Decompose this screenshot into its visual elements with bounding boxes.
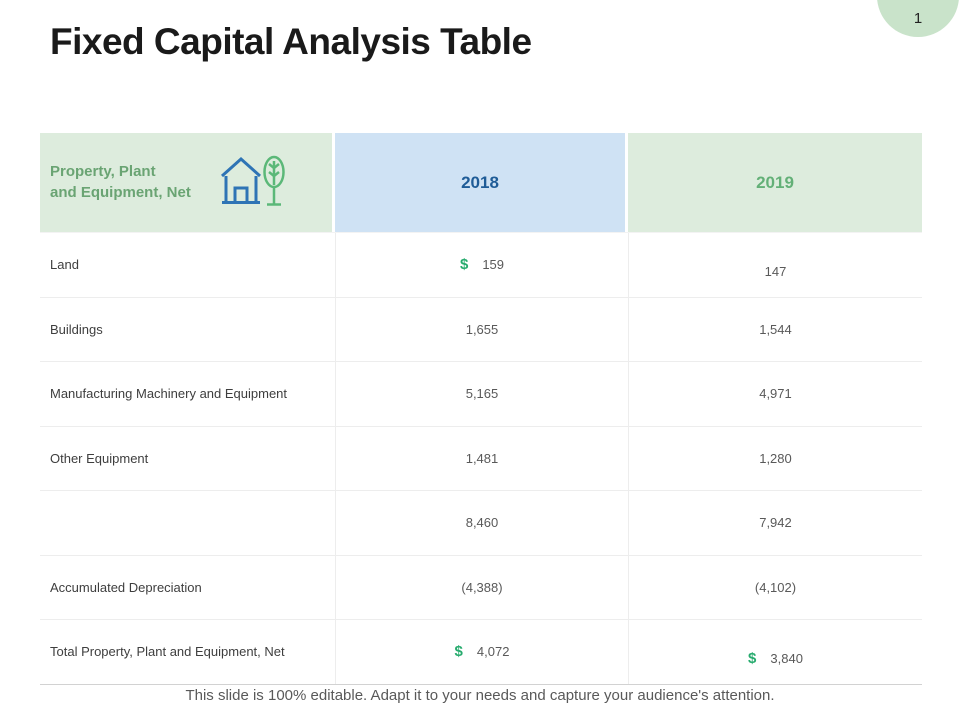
value-2018-cell: 5,165	[335, 362, 628, 426]
value-2019-cell: 4,971	[628, 362, 922, 426]
row-label: Land	[50, 257, 79, 273]
table-row: Land $ 159 147	[40, 233, 922, 298]
value-2018-cell: (4,388)	[335, 555, 628, 619]
table-header-row: Property, Plant and Equipment, Net	[40, 133, 922, 232]
table-body: Land $ 159 147 Buildings 1,655 1,544	[40, 232, 922, 685]
value-2018: 4,072	[476, 644, 510, 660]
value-2018: 1,655	[465, 321, 499, 337]
value-2019-cell: 7,942	[628, 491, 922, 555]
value-2019: 3,840	[770, 651, 803, 667]
value-2019-cell: (4,102)	[628, 555, 922, 619]
page-number: 1	[913, 10, 923, 27]
house-and-tree-icon	[220, 151, 286, 214]
value-2018: 8,460	[465, 515, 499, 531]
value-2018-cell: $ 159	[335, 233, 628, 297]
table-row: Manufacturing Machinery and Equipment 5,…	[40, 362, 922, 427]
value-2019-cell: 147	[628, 233, 922, 297]
table-header-2019: 2019	[628, 133, 922, 232]
table-row: Buildings 1,655 1,544	[40, 297, 922, 362]
currency-symbol: $	[459, 256, 469, 274]
currency-symbol: $	[748, 650, 757, 668]
value-2019-cell: 1,280	[628, 426, 922, 490]
table-row: Total Property, Plant and Equipment, Net…	[40, 620, 922, 685]
table-header-2018: 2018	[335, 133, 628, 232]
page-number-badge: 1	[877, 0, 959, 37]
value-2019: 147	[764, 264, 787, 280]
row-label: Manufacturing Machinery and Equipment	[50, 386, 288, 402]
value-2019: 7,942	[759, 515, 792, 531]
table-row: Accumulated Depreciation (4,388) (4,102)	[40, 555, 922, 620]
value-2018-cell: 1,655	[335, 297, 628, 361]
row-label: Other Equipment	[50, 450, 149, 466]
value-2018: 159	[482, 257, 505, 273]
value-2018-cell: 1,481	[335, 426, 628, 490]
value-2018: (4,388)	[461, 579, 503, 595]
table-row: Other Equipment 1,481 1,280	[40, 426, 922, 491]
footer-note: This slide is 100% editable. Adapt it to…	[185, 687, 775, 704]
value-2019: 4,971	[759, 386, 792, 402]
table-header-ppe: Property, Plant and Equipment, Net	[40, 133, 335, 232]
table-row: 8,460 7,942	[40, 491, 922, 556]
row-label: Accumulated Depreciation	[50, 579, 202, 595]
value-2019-cell: $ 3,840	[628, 620, 922, 684]
slide-title: Fixed Capital Analysis Table	[50, 21, 532, 62]
value-2019: (4,102)	[754, 579, 797, 595]
currency-symbol: $	[454, 643, 463, 661]
value-2019-cell: 1,544	[628, 297, 922, 361]
row-label: Total Property, Plant and Equipment, Net	[50, 644, 285, 660]
value-2019: 1,544	[759, 321, 792, 337]
value-2018-cell: 8,460	[335, 491, 628, 555]
table-header-ppe-label: Property, Plant and Equipment, Net	[50, 163, 191, 201]
fixed-capital-table: Property, Plant and Equipment, Net	[40, 133, 922, 685]
value-2018: 5,165	[465, 386, 499, 402]
row-label: Buildings	[50, 321, 103, 337]
row-label	[40, 491, 335, 555]
value-2018: 1,481	[465, 450, 499, 466]
value-2019: 1,280	[759, 450, 792, 466]
value-2018-cell: $ 4,072	[335, 620, 628, 684]
